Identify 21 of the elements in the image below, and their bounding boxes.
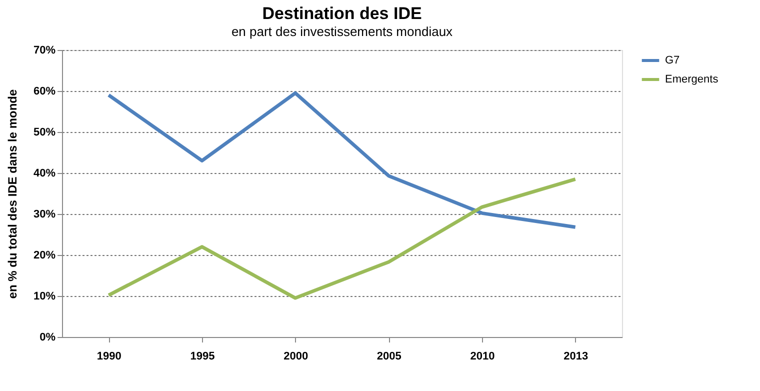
- x-tick-label: 1990: [96, 350, 122, 362]
- chart-title: Destination des IDE: [262, 4, 422, 23]
- line-series: [106, 177, 578, 300]
- y-tick-label: 10%: [33, 290, 56, 302]
- legend-label: Emergents: [665, 74, 719, 86]
- y-axis-title: en % du total des IDE dans le monde: [5, 88, 20, 299]
- y-tick-label: 0%: [40, 332, 56, 344]
- y-tick-label: 20%: [33, 250, 56, 262]
- legend-label: G7: [665, 54, 680, 66]
- y-tick-label: 30%: [33, 208, 56, 220]
- x-tick-label: 2000: [284, 350, 308, 362]
- line-series: [106, 91, 578, 229]
- y-tick-label: 70%: [33, 44, 56, 56]
- x-tick-label: 2005: [376, 350, 402, 362]
- x-tick-label: 2010: [470, 350, 495, 362]
- y-tick-label: 50%: [33, 126, 56, 138]
- chart-subtitle: en part des investissements mondiaux: [231, 24, 454, 39]
- x-tick-label: 1995: [190, 350, 215, 362]
- y-tick-label: 60%: [33, 86, 56, 98]
- x-tick-label: 2013: [564, 350, 588, 362]
- y-tick-label: 40%: [33, 168, 56, 180]
